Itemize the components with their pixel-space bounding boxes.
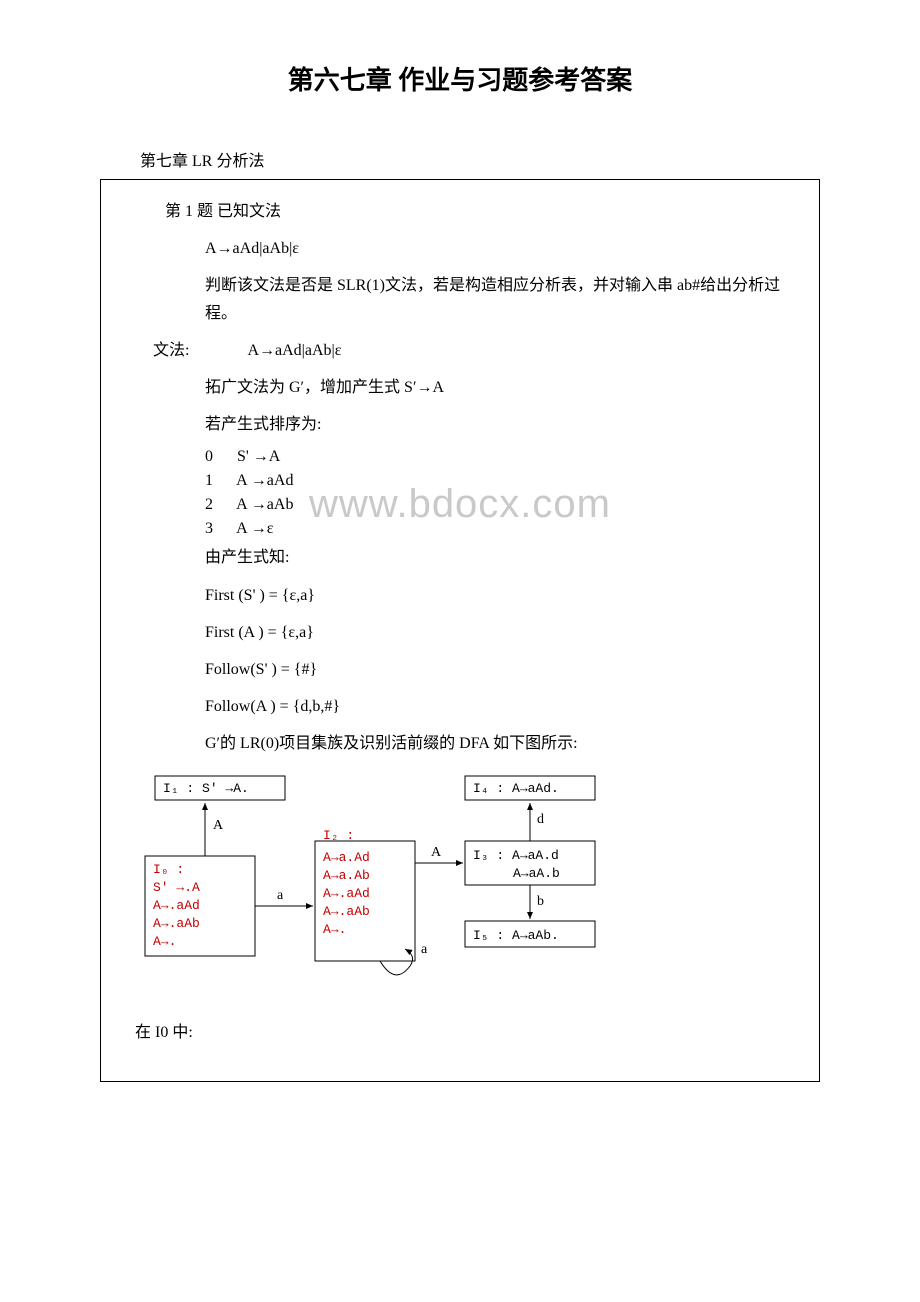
- node-i5-label: I₅ : A→aAb.: [473, 928, 559, 943]
- node-i0-item: A→.: [153, 934, 176, 949]
- node-i3-item: A→aA.b: [513, 866, 560, 881]
- edge-label: A: [213, 818, 224, 833]
- node-i2-item: A→a.Ad: [323, 850, 370, 865]
- follow-a: Follow(A ) = {d,b,#}: [205, 693, 795, 720]
- prod-num: 0: [205, 448, 233, 466]
- edge-label: a: [421, 942, 428, 957]
- prod-num: 2: [205, 496, 233, 514]
- prod-body: A →ε: [236, 520, 273, 537]
- question-label: 第 1 题 已知文法: [165, 198, 795, 225]
- wenfa-label: 文法:: [153, 342, 189, 359]
- node-i4-label: I₄ : A→aAd.: [473, 781, 559, 796]
- production-row: 0 S' →A: [205, 448, 795, 466]
- node-i2-item: A→.aAd: [323, 886, 370, 901]
- prod-num: 3: [205, 520, 233, 538]
- edge-label: A: [431, 845, 442, 860]
- node-i3-row: I₃ : A→aA.d: [473, 848, 559, 863]
- prod-num: 1: [205, 472, 233, 490]
- edge-label: a: [277, 888, 284, 903]
- prod-body: A →aAd: [236, 472, 293, 489]
- first-a: First (A ) = {ε,a}: [205, 619, 795, 646]
- node-i2-label: I₂ :: [323, 828, 354, 843]
- first-s: First (S' ) = {ε,a}: [205, 582, 795, 609]
- node-i2-item: A→.: [323, 922, 346, 937]
- i0-line: 在 I0 中:: [135, 1019, 795, 1046]
- order-line: 若产生式排序为:: [205, 411, 795, 438]
- prod-body: S' →A: [237, 448, 280, 465]
- production-row: 3 A →ε: [205, 520, 795, 538]
- content-box: 第 1 题 已知文法 A→aAd|aAb|ε 判断该文法是否是 SLR(1)文法…: [100, 179, 820, 1082]
- node-i0-item: A→.aAb: [153, 916, 200, 931]
- edge-label: b: [537, 894, 544, 909]
- page-title: 第六七章 作业与习题参考答案: [100, 60, 820, 97]
- production-row: 1 A →aAd: [205, 472, 795, 490]
- wenfa-value: A→aAd|aAb|ε: [247, 342, 341, 359]
- augment-line: 拓广文法为 G′，增加产生式 S′→A: [205, 374, 795, 401]
- node-i0-item: A→.aAd: [153, 898, 200, 913]
- question-text-span: 判断该文法是否是 SLR(1)文法，若是构造相应分析表，并对输入串 ab#给出分…: [205, 277, 780, 321]
- dfa-description: G′的 LR(0)项目集族及识别活前缀的 DFA 如下图所示:: [205, 730, 795, 757]
- grammar-label-row: 文法: A→aAd|aAb|ε: [153, 337, 795, 364]
- grammar-line: A→aAd|aAb|ε: [205, 235, 795, 262]
- by-production: 由产生式知:: [205, 544, 795, 571]
- prod-body: A →aAb: [236, 496, 293, 513]
- node-i1-label: I₁ : S′ →A.: [163, 781, 249, 796]
- production-row: 2 A →aAb: [205, 496, 795, 514]
- node-i2-item: A→a.Ab: [323, 868, 370, 883]
- node-i0-label: I₀ :: [153, 862, 184, 877]
- node-i2-item: A→.aAb: [323, 904, 370, 919]
- chapter-heading: 第七章 LR 分析法: [140, 147, 820, 171]
- edge-label: d: [537, 812, 544, 827]
- follow-s: Follow(S' ) = {#}: [205, 656, 795, 683]
- question-text: 判断该文法是否是 SLR(1)文法，若是构造相应分析表，并对输入串 ab#给出分…: [205, 272, 795, 326]
- dfa-diagram: I₁ : S′ →A. I₄ : A→aAd. I₀ : S′ →.A A→.a…: [125, 771, 795, 1001]
- node-i0-item: S′ →.A: [153, 880, 200, 895]
